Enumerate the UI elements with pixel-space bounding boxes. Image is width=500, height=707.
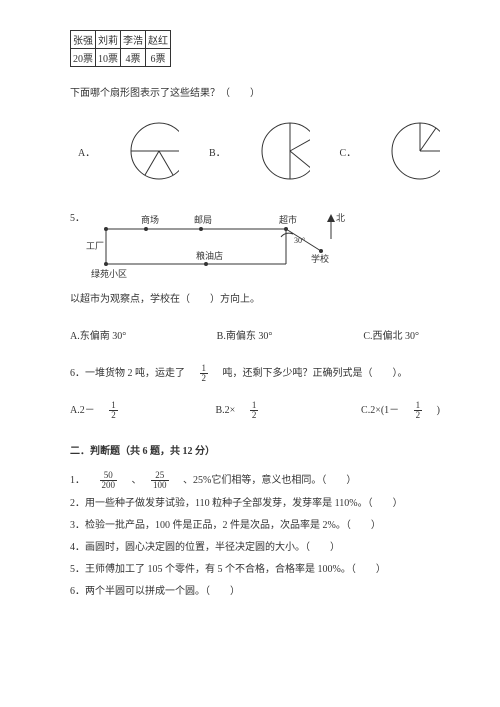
q6-suffix: 吨，还剩下多少吨？正确列式是（ ）。 — [213, 368, 408, 379]
svg-text:绿苑小区: 绿苑小区 — [91, 268, 127, 279]
q4-label-c: C． — [340, 144, 357, 159]
q4-text: 下面哪个扇形图表示了这些结果？（ ） — [70, 85, 440, 103]
tf-4: 4．画圆时，圆心决定圆的位置，半径决定圆的大小。（ ） — [70, 539, 440, 556]
svg-text:商场: 商场 — [141, 214, 159, 225]
vote-v3: 4票 — [121, 49, 146, 67]
vote-v2: 10票 — [96, 49, 121, 67]
vote-v4: 6票 — [146, 49, 171, 67]
q4-choices: A． B． C． — [70, 121, 440, 181]
svg-text:粮油店: 粮油店 — [196, 250, 223, 261]
map-diagram: 商场 邮局 超市 工厂 粮油店 学校 绿苑小区 30° 北 — [86, 209, 346, 281]
svg-text:北: 北 — [336, 213, 345, 223]
q6-options: A.2－ 12 B.2× 12 C.2×(1－ 12 ) — [70, 401, 440, 420]
q4-label-a: A． — [78, 144, 95, 159]
pie-c — [390, 121, 440, 181]
q5-text: 以超市为观察点，学校在（ ）方向上。 — [70, 291, 440, 309]
q5-opt-a: A.东偏南 30° — [70, 327, 147, 342]
svg-text:30°: 30° — [294, 236, 305, 245]
q5-options: A.东偏南 30° B.南偏东 30° C.西偏北 30° — [70, 327, 440, 342]
tf-5: 5．王师傅加工了 105 个零件，有 5 个不合格，合格率是 100%。（ ） — [70, 561, 440, 578]
vote-h3: 李浩 — [121, 31, 146, 49]
svg-text:学校: 学校 — [311, 253, 329, 264]
tf-6: 6．两个半圆可以拼成一个圆。（ ） — [70, 583, 440, 600]
q5-opt-b: B.南偏东 30° — [217, 327, 294, 342]
q6-opt-c: C.2×(1－ 12 ) — [361, 401, 440, 420]
q6-opt-a: A.2－ 12 — [70, 401, 146, 420]
vote-h4: 赵红 — [146, 31, 171, 49]
tf-2: 2．用一些种子做发芽试验，110 粒种子全部发芽，发芽率是 110%。（ ） — [70, 495, 440, 512]
svg-text:工厂: 工厂 — [86, 241, 104, 251]
svg-text:超市: 超市 — [279, 214, 297, 225]
pie-b — [260, 121, 310, 181]
vote-v1: 20票 — [71, 49, 96, 67]
svg-text:邮局: 邮局 — [194, 214, 212, 225]
section2-title: 二．判断题（共 6 题，共 12 分） — [70, 442, 440, 457]
q5-row: 5． 商场 邮局 超市 工厂 粮油店 学校 绿苑小区 30° 北 — [70, 209, 440, 281]
q5-opt-c: C.西偏北 30° — [363, 327, 440, 342]
tf-3: 3．检验一批产品，100 件是正品，2 件是次品，次品率是 2%。（ ） — [70, 517, 440, 534]
pie-a — [129, 121, 179, 181]
tf-1: 1． 50200 、 25100 、25%它们相等，意义也相同。（ ） — [70, 471, 440, 490]
q6-text: 6．一堆货物 2 吨，运走了 12 吨，还剩下多少吨？正确列式是（ ）。 — [70, 364, 440, 383]
vote-h2: 刘莉 — [96, 31, 121, 49]
q4-label-b: B． — [209, 144, 226, 159]
q6-frac: 12 — [200, 364, 209, 383]
q6-opt-b: B.2× 12 — [216, 401, 292, 420]
q5-num: 5． — [70, 209, 86, 224]
vote-h1: 张强 — [71, 31, 96, 49]
vote-table: 张强 刘莉 李浩 赵红 20票 10票 4票 6票 — [70, 30, 171, 67]
q6-prefix: 6．一堆货物 2 吨，运走了 — [70, 368, 195, 379]
